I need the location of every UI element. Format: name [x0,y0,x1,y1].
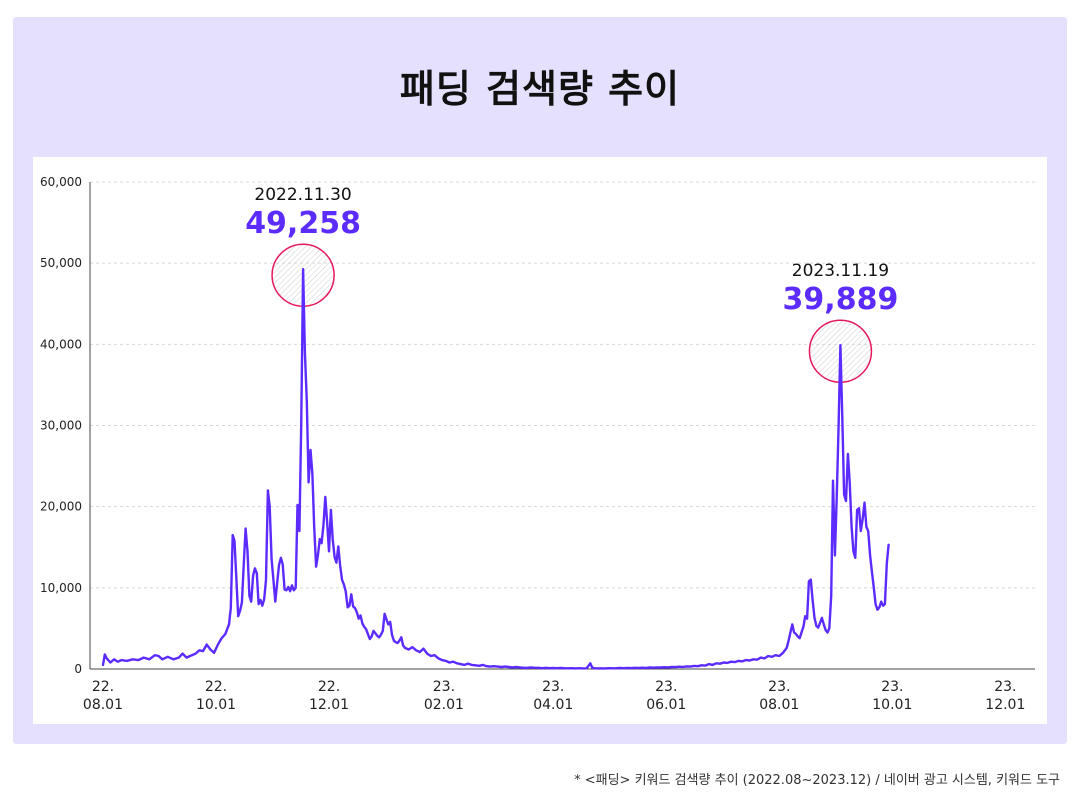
y-tick-label: 0 [74,662,82,676]
line-chart: 0 10,000 20,000 30,000 40,000 50,000 60,000 22.… [40,175,1035,713]
y-tick-label: 60,000 [40,175,82,189]
peak-date-label: 2022.11.30 [254,185,351,205]
chart-panel: 0 10,000 20,000 30,000 40,000 50,000 60,000 22.… [33,157,1047,724]
x-tick-label: 23. [994,679,1016,695]
x-tick-label: 06.01 [646,697,686,713]
x-tick-label: 08.01 [759,697,799,713]
x-tick-label: 23. [768,679,790,695]
x-tick-label: 22. [205,679,227,695]
x-tick-label: 10.01 [196,697,236,713]
x-tick-label: 23. [433,679,455,695]
peak-value-label: 49,258 [245,206,361,241]
x-tick-label: 23. [655,679,677,695]
x-tick-label: 12.01 [985,697,1025,713]
x-tick-label: 08.01 [83,697,123,713]
x-tick-label: 23. [881,679,903,695]
x-tick-label: 10.01 [872,697,912,713]
peak-value-label: 39,889 [783,282,899,317]
source-note: * <패딩> 키워드 검색량 추이 (2022.08~2023.12) / 네이… [574,773,1060,788]
x-tick-label: 22. [92,679,114,695]
x-tick-label: 23. [542,679,564,695]
x-tick-label: 12.01 [309,697,349,713]
y-tick-label: 20,000 [40,500,82,514]
peak-date-label: 2023.11.19 [792,261,889,281]
y-tick-label: 50,000 [40,256,82,270]
page-title: 패딩 검색량 추이 [399,67,681,111]
y-tick-label: 10,000 [40,581,82,595]
x-tick-label: 04.01 [533,697,573,713]
y-tick-label: 40,000 [40,337,82,351]
x-tick-label: 02.01 [424,697,464,713]
x-tick-label: 22. [318,679,340,695]
series-line [101,268,890,670]
y-tick-label: 30,000 [40,419,82,433]
